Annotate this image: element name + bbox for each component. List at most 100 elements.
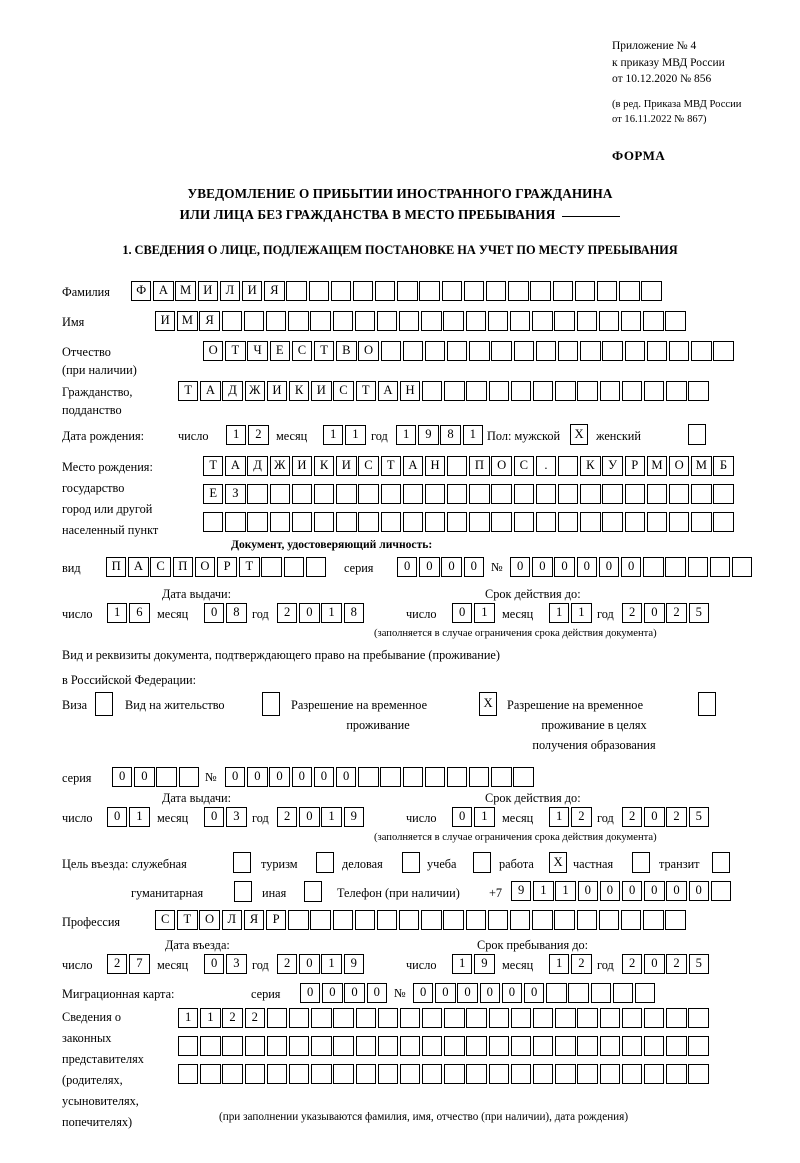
char-cell[interactable] [330,281,352,302]
char-cell[interactable] [513,512,535,533]
char-cell[interactable]: Е [269,341,290,362]
char-cell[interactable] [555,1064,576,1085]
char-cell[interactable]: Т [225,341,246,362]
char-cell[interactable] [532,910,553,931]
char-cell[interactable] [576,910,597,931]
char-cell[interactable] [666,1036,687,1057]
char-cell[interactable]: 2 [622,603,643,624]
char-cell[interactable] [513,767,534,788]
char-cell[interactable]: Е [203,484,224,505]
char-cell[interactable] [380,767,401,788]
char-cell[interactable] [466,381,487,402]
char-cell[interactable]: 1 [226,425,247,446]
char-cell[interactable] [624,341,645,362]
char-cell[interactable] [421,910,442,931]
char-cell[interactable] [308,281,329,302]
char-cell[interactable] [665,311,686,332]
char-cell[interactable]: И [197,281,218,302]
char-cell[interactable]: 0 [452,807,473,828]
char-cell[interactable]: 1 [321,807,342,828]
char-cell[interactable]: Ж [269,456,290,477]
char-cell[interactable]: М [691,456,712,477]
char-cell[interactable] [620,311,642,332]
char-cell[interactable] [577,1064,598,1085]
char-cell[interactable] [266,1008,288,1029]
char-cell[interactable] [668,341,690,362]
char-cell[interactable] [247,512,268,533]
char-cell[interactable] [310,311,331,332]
char-cell[interactable] [555,1036,576,1057]
char-cell[interactable]: П [106,557,127,578]
char-cell[interactable] [643,311,664,332]
char-cell[interactable] [422,1008,443,1029]
char-cell[interactable] [422,1064,443,1085]
char-cell[interactable] [333,1008,354,1029]
char-cell[interactable]: Д [222,381,243,402]
char-cell[interactable] [222,1064,243,1085]
char-cell[interactable] [311,1008,332,1029]
char-cell[interactable]: 0 [501,983,523,1004]
char-cell[interactable] [602,341,623,362]
char-cell[interactable] [288,1036,310,1057]
char-cell[interactable]: 0 [107,807,128,828]
char-cell[interactable]: О [199,910,220,931]
char-cell[interactable] [358,512,379,533]
char-cell[interactable]: Я [264,281,285,302]
char-cell[interactable] [376,910,398,931]
char-cell[interactable]: 2 [666,807,687,828]
char-cell[interactable] [580,512,601,533]
char-cell[interactable] [533,381,554,402]
char-cell[interactable]: М [177,311,198,332]
char-cell[interactable] [687,557,708,578]
char-cell[interactable] [465,910,487,931]
char-cell[interactable]: 0 [435,983,456,1004]
char-cell[interactable] [288,1064,310,1085]
char-cell[interactable] [399,311,420,332]
purpose-humanitarian-checkbox[interactable] [234,881,252,902]
char-cell[interactable] [399,1064,421,1085]
char-cell[interactable] [568,983,589,1004]
char-cell[interactable] [558,512,579,533]
char-cell[interactable]: 1 [549,807,570,828]
purpose-business-checkbox[interactable] [402,852,420,873]
char-cell[interactable] [225,512,246,533]
char-cell[interactable] [665,910,686,931]
char-cell[interactable] [422,1036,443,1057]
char-cell[interactable]: Т [203,456,224,477]
char-cell[interactable] [646,484,668,505]
char-cell[interactable] [491,341,512,362]
char-cell[interactable] [643,557,664,578]
char-cell[interactable]: 1 [321,603,342,624]
char-cell[interactable]: 1 [452,954,473,975]
char-cell[interactable] [156,767,177,788]
char-cell[interactable] [488,1036,510,1057]
char-cell[interactable]: П [172,557,193,578]
char-cell[interactable]: Т [380,456,401,477]
char-cell[interactable]: 0 [204,603,225,624]
char-cell[interactable]: А [377,381,399,402]
char-cell[interactable] [599,381,620,402]
char-cell[interactable]: Р [624,456,645,477]
char-cell[interactable] [200,1064,221,1085]
char-cell[interactable]: С [291,341,313,362]
char-cell[interactable] [510,1008,532,1029]
purpose-study-checkbox[interactable] [473,852,491,873]
char-cell[interactable] [713,341,734,362]
char-cell[interactable]: С [513,456,535,477]
char-cell[interactable] [358,767,379,788]
char-cell[interactable] [424,512,446,533]
